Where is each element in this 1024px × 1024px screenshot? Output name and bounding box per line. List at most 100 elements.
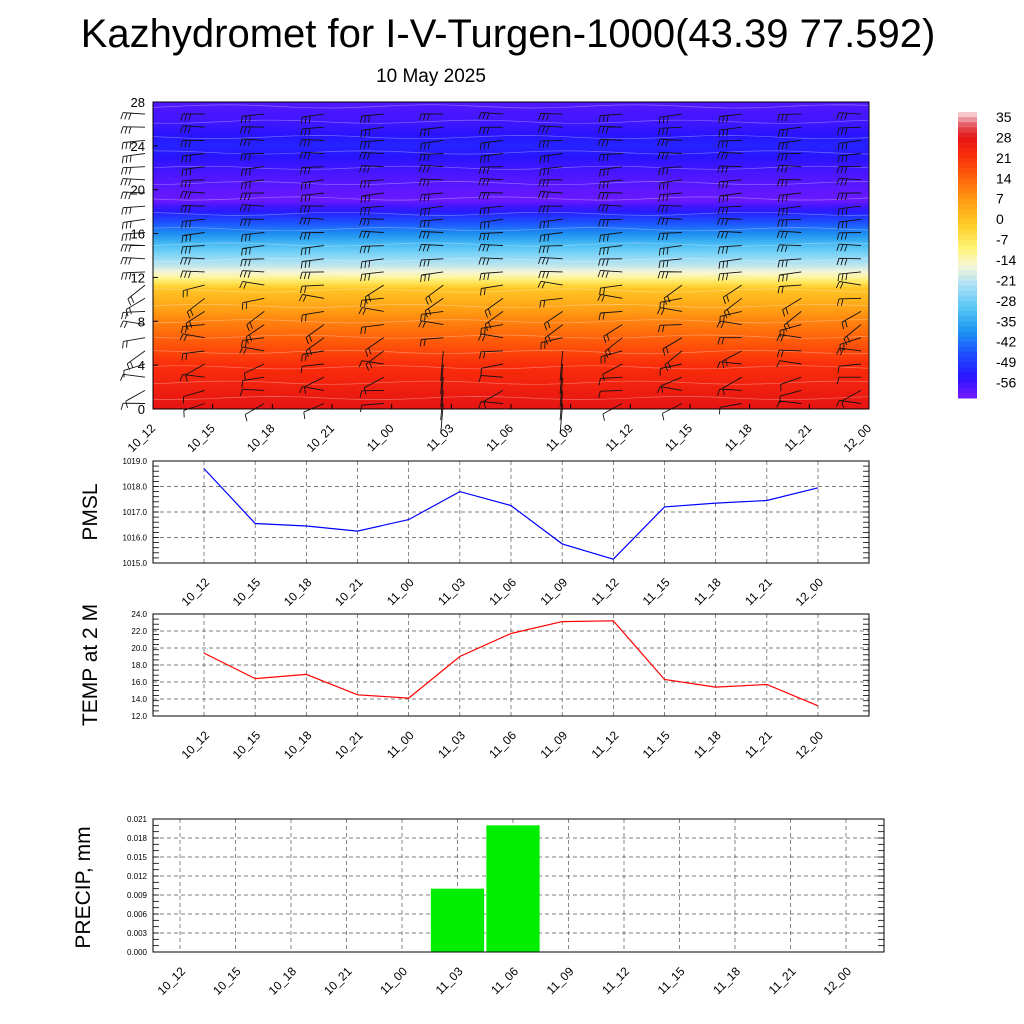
wind-barbs [119,112,862,434]
colorbar-swatch [958,295,977,302]
colorbar-swatch [958,260,977,266]
temp-frame [152,613,870,717]
precip-x-tick-label: 11_09 [544,964,577,997]
colorbar-swatch [958,193,977,200]
pmsl-y-tick-label: 1015.0 [123,559,148,568]
precip-bar [430,888,485,952]
temp-x-tick-label: 10_21 [332,728,366,762]
colorbar-swatch [958,265,977,271]
chart-date: 10 May 2025 [376,66,486,87]
precip-x-tick-label: 11_18 [710,964,743,997]
colorbar-swatch [958,214,977,220]
profile-x-tick-label: 11_09 [543,421,576,454]
precip-y-tick-label: 0.012 [127,872,148,881]
precip-x-tick-label: 11_00 [377,964,410,997]
colorbar-swatch [958,132,977,139]
temp-x-tick-label: 10_15 [230,728,264,762]
profile-x-tick-label: 11_21 [782,421,815,454]
pmsl-x-tick-label: 11_21 [742,575,775,608]
colorbar-swatch [958,321,977,327]
profile-heatmap [153,102,869,409]
chart-title: Kazhydromet for I-V-Turgen-1000(43.39 77… [80,12,936,56]
pmsl-x-tick-label: 10_12 [179,575,213,609]
colorbar-label: -56 [996,375,1016,391]
colorbar-swatch [958,362,977,368]
colorbar-swatch [958,377,977,384]
colorbar-swatch [958,346,977,353]
colorbar-swatch [958,163,977,169]
profile-x-tick-label: 10_15 [184,421,218,455]
colorbar-swatch [958,275,977,282]
colorbar-label: 7 [996,191,1004,207]
precip-y-tick-label: 0.021 [127,815,148,824]
precip-x-tick-label: 12_00 [821,964,855,998]
profile-y-tick-label: 20 [131,183,145,198]
temp-x-tick-label: 11_18 [691,728,724,761]
temp-x-tick-label: 11_06 [486,728,519,761]
temp-y-tick-label: 12.0 [131,712,147,721]
precip-x-tick-label: 10_21 [321,964,355,998]
pmsl-y-tick-label: 1019.0 [123,457,148,466]
profile-x-tick-label: 10_18 [244,421,278,455]
colorbar-swatch [958,188,977,195]
colorbar-swatch [958,290,977,297]
colorbar-label: -28 [996,293,1016,309]
contour-lines [152,104,870,400]
temp-y-tick-label: 24.0 [131,610,147,619]
colorbar-swatch [958,142,977,149]
colorbar-swatch [958,178,977,184]
pmsl-minor-ticks [153,460,869,564]
profile-y-tick-label: 0 [138,402,145,417]
colorbar-swatch [958,198,977,205]
temp-x-tick-label: 11_12 [589,728,622,761]
colorbar-swatch [958,219,977,225]
colorbar-label: -7 [996,232,1009,248]
colorbar-swatch [958,316,977,322]
profile-x-tick-label: 11_18 [722,421,755,454]
pmsl-x-tick-label: 10_21 [332,575,366,609]
pmsl-x-tick-label: 11_09 [537,575,570,608]
temp-y-tick-label: 20.0 [131,644,147,653]
colorbar-swatch [958,331,977,338]
colorbar-label: 0 [996,211,1004,227]
pmsl-y-tick-label: 1016.0 [123,534,148,543]
temp-x-tick-label: 10_18 [281,728,315,762]
pmsl-y-tick-label: 1017.0 [123,508,148,517]
colorbar-swatch [958,285,977,292]
colorbar-swatch [958,249,977,256]
temp-y-tick-label: 14.0 [131,695,147,704]
colorbar-label: 35 [996,109,1012,125]
precip-bar [486,825,540,952]
precip-y-axis-label: PRECIP, mm [72,826,95,948]
profile-y-tick-label: 8 [138,314,145,329]
colorbar-label: -42 [996,334,1016,350]
profile-x-tick-label: 11_06 [483,421,516,454]
colorbar-label: 28 [996,129,1012,145]
colorbar-swatch [958,137,977,144]
profile-y-tick-label: 16 [131,227,145,242]
colorbar-swatch [958,127,977,133]
pmsl-x-tick-label: 10_15 [230,575,264,609]
profile-x-tick-label: 11_12 [603,421,636,454]
temp-y-tick-label: 18.0 [131,661,147,670]
precip-x-tick-label: 10_18 [266,964,300,998]
temp-x-tick-label: 11_09 [537,728,570,761]
colorbar-swatch [958,239,977,246]
colorbar-swatch [958,229,977,236]
colorbar-swatch [958,234,977,241]
colorbar-swatch [958,224,977,230]
colorbar: 35 28 21 14 7 0 -7 -14 -21 -28 -35 -42 -49 -56 [958,109,1016,399]
temp-y-tick-label: 16.0 [131,678,147,687]
colorbar-swatch [958,112,977,118]
precip-x-tick-label: 11_12 [599,964,632,997]
precip-x-tick-label: 11_03 [433,964,466,997]
temp-x-tick-label: 11_03 [435,728,468,761]
colorbar-label: -49 [996,354,1016,370]
colorbar-swatch [958,173,977,179]
colorbar-swatch [958,147,977,154]
pmsl-x-tick-label: 11_15 [640,575,673,608]
profile-y-tick-label: 12 [131,270,145,285]
colorbar-swatch [958,392,977,399]
profile-x-tick-label: 11_03 [424,421,457,454]
